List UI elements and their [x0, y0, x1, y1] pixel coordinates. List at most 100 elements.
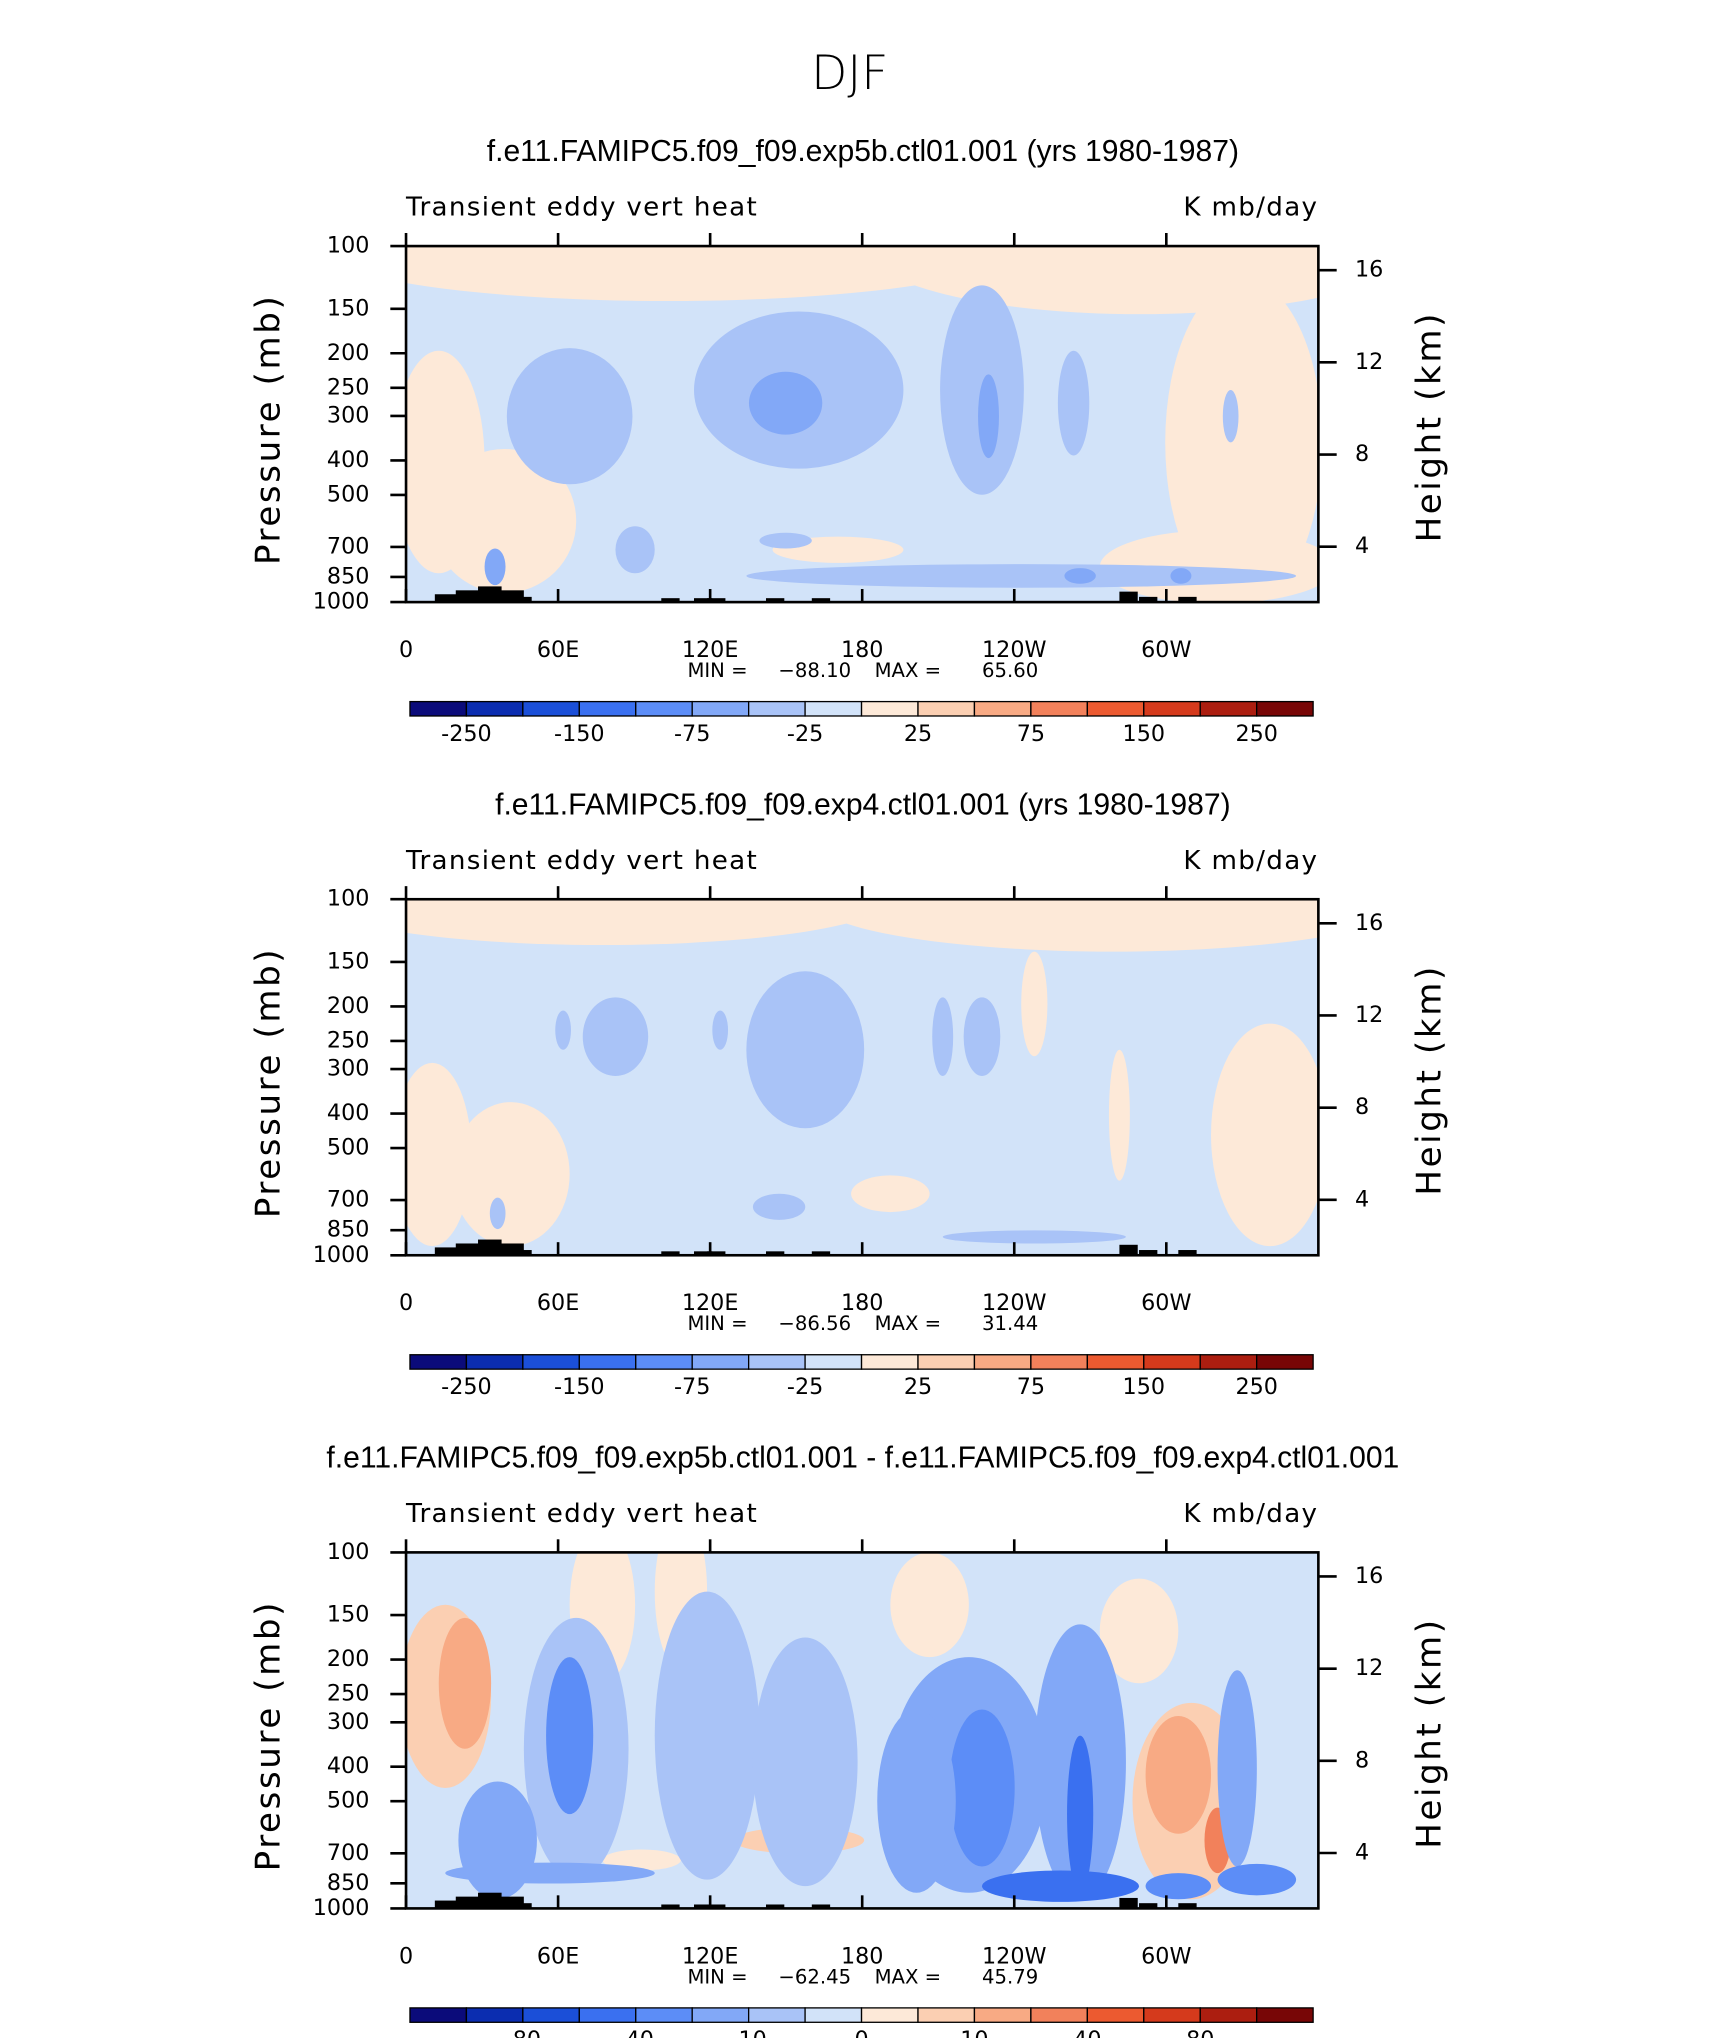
- y-tick-label: 700: [327, 1187, 369, 1213]
- contour-fill: [451, 1102, 570, 1247]
- topography: [478, 586, 502, 603]
- colorbar-box: [1030, 700, 1088, 717]
- contour-fill: [1145, 1716, 1212, 1834]
- topography: [661, 598, 680, 603]
- topography: [694, 598, 713, 603]
- contour-fill: [406, 1062, 472, 1247]
- contour-fill: [1064, 568, 1096, 584]
- colorbar-label: -25: [787, 1374, 823, 1400]
- contour-fill: [890, 1552, 969, 1658]
- contour-fill: [438, 1617, 492, 1749]
- colorbar-box: [1199, 2007, 1258, 2023]
- colorbar-box: [1256, 2007, 1314, 2023]
- colorbar-label: -25: [787, 721, 823, 747]
- topography: [1119, 591, 1138, 603]
- contour-fill: [1099, 1578, 1179, 1684]
- subtitle-left: Transient eddy vert heat: [405, 846, 758, 876]
- y-tick-label: 300: [327, 402, 369, 428]
- colorbar-box: [1199, 1354, 1258, 1370]
- y-tick-label: 400: [327, 1753, 369, 1779]
- colorbar-label: 25: [904, 721, 932, 747]
- colorbar-label: 25: [904, 1374, 932, 1400]
- contour-fill: [949, 1709, 1015, 1867]
- y-tick-label: 500: [327, 1135, 369, 1161]
- colorbar-label: -250: [441, 1374, 492, 1400]
- contour-fill: [506, 348, 633, 485]
- colorbar-box: [691, 1354, 750, 1370]
- contour-fill: [748, 371, 823, 435]
- colorbar-box: [804, 2007, 863, 2023]
- stat-name: MIN =: [687, 1965, 747, 1988]
- colorbar-box: [522, 700, 580, 717]
- stat-value: 65.60: [982, 659, 1038, 682]
- y2-axis-label: Height (km): [1409, 311, 1449, 542]
- topography: [1139, 1250, 1158, 1256]
- y2-tick-label: 16: [1355, 257, 1383, 283]
- topography: [661, 1251, 680, 1256]
- topography: [478, 1892, 502, 1909]
- y-tick-label: 200: [327, 993, 369, 1019]
- colorbar-box: [917, 700, 976, 717]
- topography: [478, 1239, 502, 1256]
- colorbar-label: -75: [674, 721, 710, 747]
- contour-fill: [1170, 568, 1192, 584]
- x-tick-label: 120E: [682, 1290, 739, 1316]
- stat-value: −62.45: [778, 1965, 851, 1988]
- colorbar-box: [465, 1354, 524, 1370]
- colorbar-label: 75: [1017, 1374, 1045, 1400]
- colorbar-label: 10: [960, 2027, 988, 2038]
- contour-fill: [942, 1230, 1126, 1244]
- y2-axis-label: Height (km): [1409, 1617, 1449, 1848]
- y-axis-label: Pressure (mb): [248, 1600, 288, 1871]
- subtitle-left: Transient eddy vert heat: [405, 193, 758, 223]
- y2-tick-label: 16: [1355, 910, 1383, 936]
- colorbar-label: -40: [618, 2027, 654, 2038]
- colorbar-box: [409, 2007, 468, 2023]
- colorbar-label: 80: [1186, 2027, 1214, 2038]
- topography: [434, 1247, 459, 1256]
- colorbar-box: [409, 1354, 468, 1370]
- y-tick-label: 200: [327, 340, 369, 366]
- colorbar-box: [1030, 1354, 1088, 1370]
- y-tick-label: 850: [327, 1217, 369, 1243]
- contour-fill: [752, 1637, 858, 1887]
- contour-fill: [484, 548, 506, 586]
- stat-name: MIN =: [687, 659, 747, 682]
- colorbar-label: 40: [1073, 2027, 1101, 2038]
- contour-fill: [445, 1862, 655, 1884]
- colorbar-box: [1143, 1354, 1201, 1370]
- contour-fill: [1222, 390, 1239, 443]
- contour-fill: [978, 374, 999, 459]
- topography: [1119, 1897, 1138, 1909]
- colorbar-box: [1143, 700, 1201, 717]
- colorbar-box: [578, 700, 637, 717]
- suptitle: DJF: [811, 46, 888, 101]
- stat-value: −86.56: [778, 1312, 851, 1335]
- topography: [707, 598, 726, 603]
- y-tick-label: 150: [327, 948, 369, 974]
- contour-field: [406, 899, 1319, 1256]
- x-tick-label: 60E: [537, 637, 579, 663]
- colorbar-box: [465, 700, 524, 717]
- subtitle-right: K mb/day: [1183, 1499, 1318, 1529]
- y-tick-label: 200: [327, 1646, 369, 1672]
- subtitle-left: Transient eddy vert heat: [405, 1499, 758, 1529]
- topography: [694, 1904, 713, 1909]
- y-axis-label: Pressure (mb): [248, 294, 288, 565]
- y2-axis-label: Height (km): [1409, 964, 1449, 1195]
- x-tick-label: 120W: [982, 1943, 1046, 1969]
- contour-fill: [602, 1849, 681, 1871]
- x-tick-label: 0: [399, 1290, 413, 1316]
- y2-tick-label: 8: [1355, 1747, 1369, 1773]
- x-tick-label: 60E: [537, 1290, 579, 1316]
- topography: [811, 598, 831, 603]
- topography: [707, 1904, 726, 1909]
- contour-field: [406, 246, 1319, 603]
- x-tick-label: 60E: [537, 1943, 579, 1969]
- contour-field: [406, 1552, 1319, 1909]
- x-tick-label: 180: [841, 637, 883, 663]
- colorbar-box: [804, 700, 863, 717]
- topography: [811, 1251, 831, 1256]
- contour-fill: [406, 899, 891, 946]
